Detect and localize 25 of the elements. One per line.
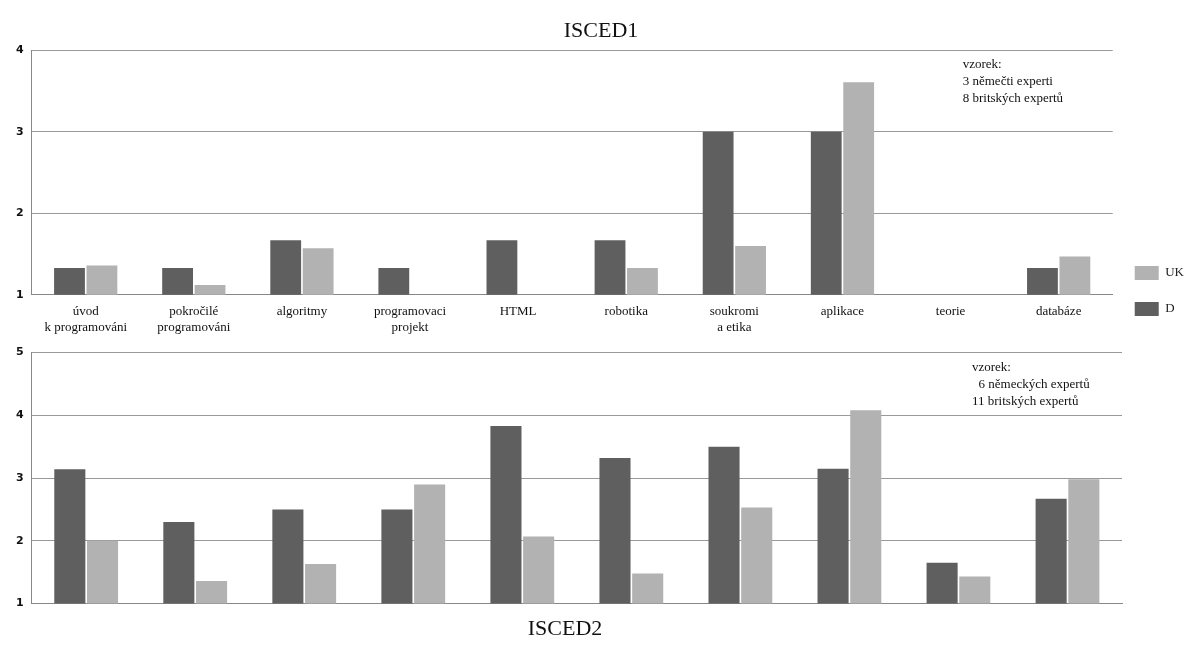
x-tick-label: soukromi a etika xyxy=(709,303,760,334)
annotation: vzorek: 6 německých expertů 11 britských expertů xyxy=(972,358,1091,408)
y-tick-label: 2 xyxy=(16,533,24,547)
y-tick-label: 1 xyxy=(16,596,24,610)
y-tick-label: 3 xyxy=(16,124,24,138)
x-tick-label: HTML xyxy=(499,303,537,319)
x-tick-label: aplikace xyxy=(820,303,865,319)
x-tick-label: programovaci projekt xyxy=(373,303,447,334)
y-tick-label: 1 xyxy=(16,287,24,301)
legend-label: D xyxy=(1165,300,1175,316)
y-tick-label: 4 xyxy=(16,43,24,57)
x-tick-label: teorie xyxy=(935,303,966,319)
x-tick-label: algoritmy xyxy=(276,303,328,319)
text: ISCED2 xyxy=(527,614,603,640)
x-tick-label: pokročilé programováni xyxy=(157,303,231,334)
x-tick-label: databáze xyxy=(1035,303,1082,319)
y-tick-label: 2 xyxy=(16,206,24,220)
legend-label: UK xyxy=(1165,264,1185,280)
chart-title: ISCED1 xyxy=(563,16,639,42)
x-tick-label: robotika xyxy=(604,303,649,319)
y-tick-label: 4 xyxy=(16,408,24,422)
y-tick-label: 3 xyxy=(16,470,24,484)
y-tick-label: 5 xyxy=(16,345,24,359)
annotation: vzorek: 3 němečti experti 8 britských expertů xyxy=(962,56,1064,106)
x-tick-label: úvod k programováni xyxy=(44,303,128,334)
